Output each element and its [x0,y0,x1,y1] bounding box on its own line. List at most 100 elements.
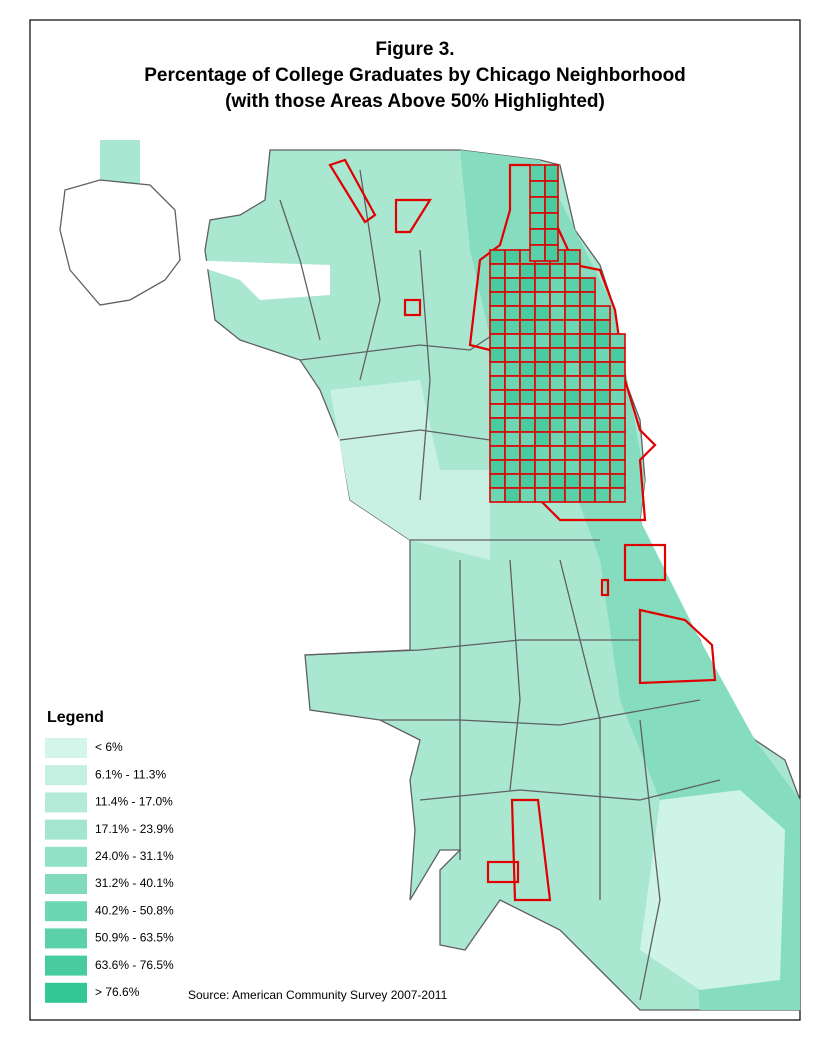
low-zone [330,380,490,560]
highlight-tract [534,263,551,279]
legend-label: 40.2% - 50.8% [95,903,174,917]
highlight-tract [504,375,521,391]
highlight-tract [609,473,626,489]
highlight-tract [549,263,566,279]
highlight-tract [504,249,521,265]
source-note: Source: American Community Survey 2007-2… [188,988,448,1002]
highlight-tract [519,347,536,363]
highlight-tract [594,347,611,363]
highlight-tract [564,291,581,307]
highlight-tract [519,487,536,503]
highlight-tract [579,305,596,321]
highlight-tract [564,473,581,489]
city-map [59,140,801,1011]
highlight-tract [489,291,506,307]
highlight-tract [534,431,551,447]
highlight-tract [579,291,596,307]
highlight-tract [489,333,506,349]
gap [180,260,330,300]
highlight-tract [579,487,596,503]
highlight-tract [489,347,506,363]
legend-label: 6.1% - 11.3% [95,767,166,781]
highlight-tract [549,487,566,503]
highlight-tract [519,473,536,489]
boundary [639,719,661,1001]
highlight-tract [549,431,566,447]
highlight-tract [549,319,566,335]
highlight-tract [489,403,506,419]
highlight-tract [579,417,596,433]
highlight-tract [489,459,506,475]
legend-swatch [45,874,87,894]
highlight-tract [504,487,521,503]
highlight-tract [519,389,536,405]
highlight-tract [534,305,551,321]
highlight-tract [489,473,506,489]
highlight-tract [504,361,521,377]
legend-swatch [45,928,87,949]
legend-label: 31.2% - 40.1% [95,876,174,890]
highlight-tract [529,196,546,214]
highlight-tract [609,389,626,405]
highlight-tract [609,417,626,433]
highlight-tract [489,417,506,433]
highlight-tract [549,333,566,349]
highlight-tract [519,333,536,349]
low-zone [640,790,785,990]
highlight-tract [519,319,536,335]
highlight-tract [549,459,566,475]
highlight-tract [534,361,551,377]
highlight-tract [519,277,536,293]
highlight-tract [534,291,551,307]
highlight-tract [549,361,566,377]
boundary [380,699,701,726]
highlight [468,163,657,522]
highlight [600,578,610,597]
highlight-tract [534,333,551,349]
tract [100,140,140,185]
highlight-tract [549,305,566,321]
title-line: Percentage of College Graduates by Chica… [144,65,686,86]
boundary [509,559,521,791]
legend: < 6% 6.1% - 11.3% 11.4% - 17.0% 17.1% - 23.… [45,738,174,1003]
legend-label: 63.6% - 76.5% [95,958,174,972]
highlight-tract [564,431,581,447]
highlight [394,198,432,234]
highlight-tract [564,333,581,349]
highlight-tract [489,375,506,391]
highlight-tract [594,445,611,461]
legend-label: < 6% [95,740,123,754]
highlight-tract [519,403,536,419]
highlight-tract [564,305,581,321]
highlight-tract [579,403,596,419]
legend-swatch [45,792,87,813]
highlight-tract [519,417,536,433]
highlight-tract [544,164,559,182]
highlight-tract [579,473,596,489]
highlight-tract [534,417,551,433]
highlight-tract [579,319,596,335]
highlight-tract [519,375,536,391]
highlight-tract [564,249,581,265]
highlight-tract [504,431,521,447]
title-line: (with those Areas Above 50% Highlighted) [225,91,605,112]
highlight-tract [594,389,611,405]
highlight-tract [504,319,521,335]
highlight-tract [609,487,626,503]
highlight-tract [579,389,596,405]
boundary [559,559,601,900]
legend-swatch [45,738,87,758]
highlight-tract [579,445,596,461]
highlight-tract [504,417,521,433]
highlight-tract [534,319,551,335]
highlight-tract [504,291,521,307]
highlight-tract [504,459,521,475]
highlight-tract [504,389,521,405]
highlight-tract [579,333,596,349]
highlight [623,543,667,582]
legend-label: 24.0% - 31.1% [95,849,174,863]
highlight-tract [579,347,596,363]
highlight-tract [534,473,551,489]
